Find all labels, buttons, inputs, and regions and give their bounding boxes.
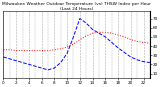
Title: Milwaukee Weather Outdoor Temperature (vs) THSW Index per Hour (Last 24 Hours): Milwaukee Weather Outdoor Temperature (v… (2, 2, 151, 11)
